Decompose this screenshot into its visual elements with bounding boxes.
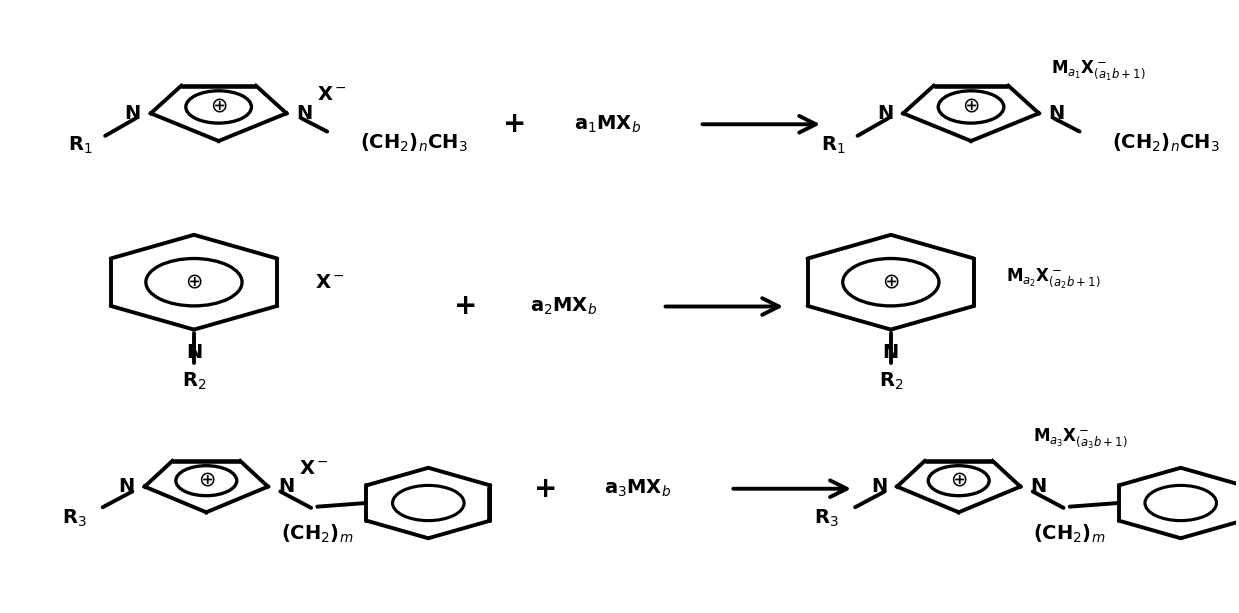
Text: a$_2$MX$_b$: a$_2$MX$_b$ [530, 296, 597, 317]
Text: R$_3$: R$_3$ [814, 508, 839, 529]
Text: M$_{a_3}$X$^-_{(a_3b+1)}$: M$_{a_3}$X$^-_{(a_3b+1)}$ [1032, 427, 1127, 451]
Text: $\oplus$: $\oplus$ [963, 97, 980, 117]
Text: a$_1$MX$_b$: a$_1$MX$_b$ [574, 113, 641, 135]
Text: R$_1$: R$_1$ [820, 135, 845, 156]
Text: X$^-$: X$^-$ [317, 85, 347, 104]
Text: R$_3$: R$_3$ [62, 508, 87, 529]
Text: N: N [882, 343, 900, 362]
Text: $\oplus$: $\oplus$ [882, 272, 900, 292]
Text: $\oplus$: $\oplus$ [209, 97, 228, 117]
Text: N: N [119, 477, 135, 496]
Text: N: N [125, 104, 141, 123]
Text: N: N [278, 477, 294, 496]
Text: N: N [296, 104, 312, 123]
Text: R$_2$: R$_2$ [878, 371, 903, 392]
Text: +: + [503, 110, 527, 139]
Text: (CH$_2$)$_n$CH$_3$: (CH$_2$)$_n$CH$_3$ [1113, 131, 1219, 154]
Text: $\oplus$: $\oplus$ [185, 272, 203, 292]
Text: N: N [877, 104, 893, 123]
Text: +: + [453, 292, 477, 321]
Text: (CH$_2$)$_m$: (CH$_2$)$_m$ [1033, 522, 1106, 544]
Text: +: + [534, 474, 558, 503]
Text: $\oplus$: $\oplus$ [197, 471, 216, 490]
Text: R$_1$: R$_1$ [68, 135, 93, 156]
Text: R$_2$: R$_2$ [182, 371, 206, 392]
Text: N: N [1048, 104, 1066, 123]
Text: M$_{a_1}$X$^-_{(a_1b+1)}$: M$_{a_1}$X$^-_{(a_1b+1)}$ [1051, 59, 1146, 83]
Text: (CH$_2$)$_m$: (CH$_2$)$_m$ [281, 522, 353, 544]
Text: a$_3$MX$_b$: a$_3$MX$_b$ [605, 478, 672, 500]
Text: M$_{a_2}$X$^-_{(a_2b+1)}$: M$_{a_2}$X$^-_{(a_2b+1)}$ [1006, 267, 1100, 291]
Text: $\oplus$: $\oplus$ [950, 471, 968, 490]
Text: N: N [186, 343, 202, 362]
Text: N: N [1031, 477, 1047, 496]
Text: X$^-$: X$^-$ [299, 459, 328, 478]
Text: (CH$_2$)$_n$CH$_3$: (CH$_2$)$_n$CH$_3$ [359, 131, 467, 154]
Text: N: N [871, 477, 887, 496]
Text: X$^-$: X$^-$ [315, 273, 344, 292]
